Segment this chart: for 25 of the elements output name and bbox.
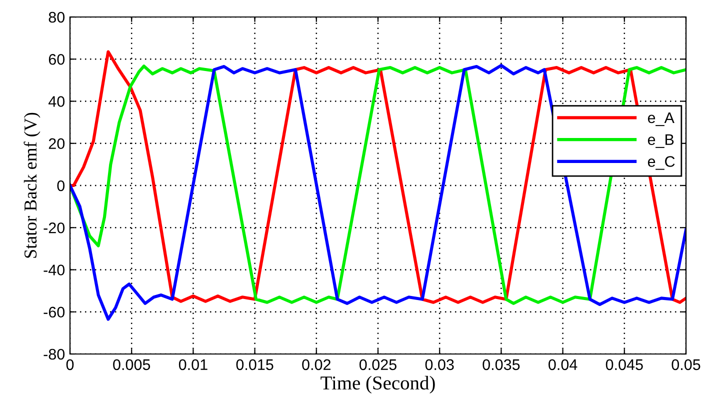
x-tick-label: 0.02 [302, 359, 330, 370]
x-tick-label: 0.015 [236, 359, 274, 370]
legend-label: e_B [648, 134, 674, 148]
x-tick-label: 0.04 [548, 359, 578, 370]
x-tick-label: 0.03 [425, 359, 454, 370]
y-tick-label: -60 [44, 306, 65, 318]
y-tick-label: -40 [44, 264, 65, 276]
x-tick-label: 0.005 [113, 359, 150, 370]
y-axis-title: Stator Back emf (V) [24, 112, 40, 258]
y-tick-label: 80 [48, 12, 65, 23]
x-tick-label: 0.035 [482, 359, 520, 370]
legend-label: e_A [648, 112, 674, 126]
x-tick-label: 0.01 [178, 359, 208, 370]
x-tick-label: 0 [66, 359, 74, 370]
x-tick-label: 0.025 [359, 359, 396, 370]
y-tick-label: -20 [44, 222, 65, 234]
x-tick-label: 0.05 [672, 359, 700, 370]
y-tick-label: -80 [44, 348, 65, 360]
x-tick-label: 0.045 [606, 359, 643, 370]
legend-label: e_C [648, 156, 675, 170]
y-tick-label: 60 [48, 54, 65, 65]
x-axis-title: Time (Second) [320, 376, 435, 394]
y-tick-label: 20 [48, 138, 65, 150]
y-tick-label: 0 [57, 180, 65, 192]
y-tick-label: 40 [48, 96, 65, 107]
